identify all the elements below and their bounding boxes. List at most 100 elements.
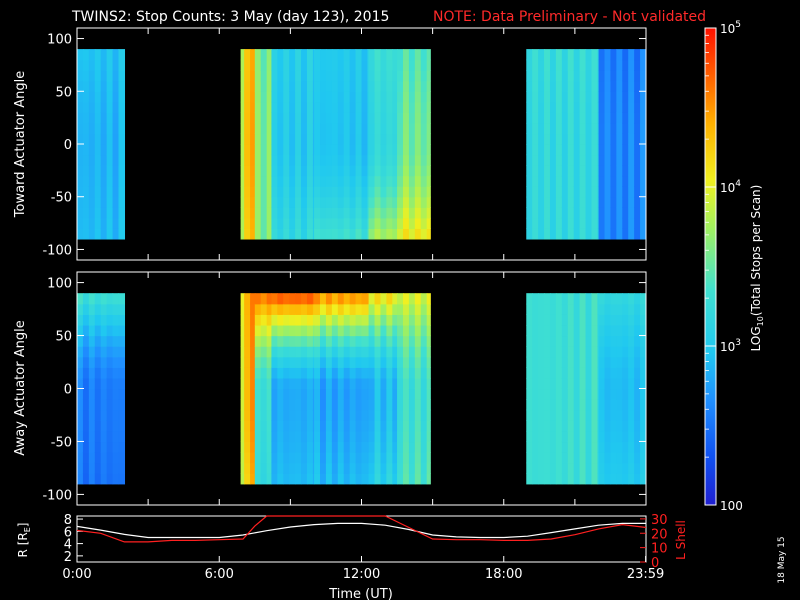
heatmap-cell	[244, 196, 251, 208]
heatmap-cell	[266, 70, 273, 82]
heatmap-cell	[628, 346, 635, 358]
heatmap-cell	[610, 314, 617, 326]
heatmap-cell	[250, 409, 256, 421]
heatmap-cell	[567, 473, 575, 485]
heatmap-cell	[320, 91, 327, 103]
r-axis-label: R [RE]	[16, 523, 32, 558]
heatmap-cell	[240, 49, 245, 61]
heatmap-cell	[77, 175, 84, 187]
heatmap-cell	[77, 388, 84, 400]
heatmap-cell	[306, 462, 314, 474]
heatmap-cell	[610, 324, 617, 337]
heatmap-cell	[380, 154, 387, 166]
heatmap-cell	[112, 186, 120, 198]
heatmap-cell	[622, 175, 629, 187]
heatmap-cell	[392, 356, 398, 368]
heatmap-cell	[271, 165, 278, 177]
heatmap-cell	[314, 154, 321, 166]
heatmap-cell	[306, 217, 314, 229]
heatmap-cell	[420, 356, 428, 368]
heatmap-cell	[277, 165, 284, 177]
heatmap-cell	[585, 420, 593, 432]
heatmap-cell	[271, 430, 278, 443]
heatmap-cell	[325, 399, 333, 411]
heatmap-cell	[426, 441, 431, 453]
heatmap-cell	[277, 303, 284, 315]
heatmap-cell	[414, 228, 422, 240]
heatmap-cell	[118, 399, 126, 411]
heatmap-cell	[616, 452, 623, 464]
colorbar-gradient	[705, 28, 716, 505]
heatmap-cell	[112, 122, 120, 135]
heatmap-cell	[244, 346, 251, 358]
heatmap-cell	[532, 133, 539, 145]
heatmap-cell	[314, 430, 321, 443]
heatmap-cell	[392, 70, 398, 82]
heatmap-cell	[82, 356, 90, 368]
heatmap-cell	[622, 409, 629, 421]
heatmap-cell	[397, 430, 404, 443]
heatmap-cell	[397, 324, 404, 337]
heatmap-cell	[561, 154, 569, 166]
heatmap-cell	[640, 377, 646, 390]
heatmap-cell	[573, 112, 581, 124]
heatmap-cell	[254, 356, 262, 368]
heatmap-cell	[314, 303, 321, 315]
heatmap-cell	[94, 430, 102, 443]
heatmap-cell	[591, 154, 598, 166]
heatmap-cell	[573, 346, 581, 358]
heatmap-cell	[622, 293, 629, 305]
heatmap-cell	[112, 367, 120, 379]
heatmap-cell	[320, 452, 327, 464]
heatmap-cell	[314, 452, 321, 464]
y-tick-label: -100	[42, 243, 72, 258]
heatmap-cell	[591, 59, 598, 71]
heatmap-cell	[374, 367, 382, 379]
heatmap-cell	[420, 59, 428, 71]
heatmap-cell	[77, 335, 84, 347]
heatmap-cell	[100, 217, 108, 229]
heatmap-cell	[573, 335, 581, 347]
heatmap-cell	[544, 186, 551, 198]
heatmap-cell	[420, 430, 428, 443]
heatmap-cell	[349, 217, 357, 229]
heatmap-cell	[82, 112, 90, 124]
heatmap-cell	[414, 154, 422, 166]
heatmap-cell	[312, 388, 315, 400]
heatmap-cell	[343, 377, 351, 390]
heatmap-cell	[325, 388, 333, 400]
heatmap-cell	[368, 409, 376, 421]
heatmap-cell	[555, 80, 563, 92]
heatmap-cell	[301, 91, 308, 103]
heatmap-cell	[106, 165, 114, 177]
heatmap-cell	[312, 49, 315, 61]
heatmap-cell	[420, 303, 428, 315]
r-tick-label: 4	[64, 538, 72, 553]
heatmap-cell	[361, 335, 369, 347]
heatmap-cell	[112, 228, 120, 240]
heatmap-cell	[266, 293, 273, 305]
heatmap-cell	[392, 324, 398, 337]
heatmap-cell	[312, 122, 315, 135]
heatmap-cell	[634, 335, 641, 347]
heatmap-cell	[597, 228, 600, 240]
heatmap-cell	[598, 420, 606, 432]
heatmap-cell	[94, 154, 102, 166]
heatmap-cell	[634, 144, 641, 156]
heatmap-cell	[361, 133, 369, 145]
heatmap-cell	[331, 101, 339, 113]
heatmap-cell	[277, 217, 284, 229]
heatmap-cell	[306, 314, 314, 326]
heatmap-cell	[591, 356, 598, 368]
heatmap-cell	[386, 462, 393, 474]
heatmap-cell	[94, 346, 102, 358]
heatmap-cell	[610, 101, 617, 113]
heatmap-cell	[271, 324, 278, 337]
heatmap-cell	[420, 133, 428, 145]
heatmap-cell	[549, 154, 557, 166]
heatmap-cell	[622, 154, 629, 166]
heatmap-cell	[549, 122, 557, 135]
heatmap-cell	[355, 101, 363, 113]
heatmap-cell	[240, 154, 245, 166]
heatmap-cell	[77, 196, 84, 208]
